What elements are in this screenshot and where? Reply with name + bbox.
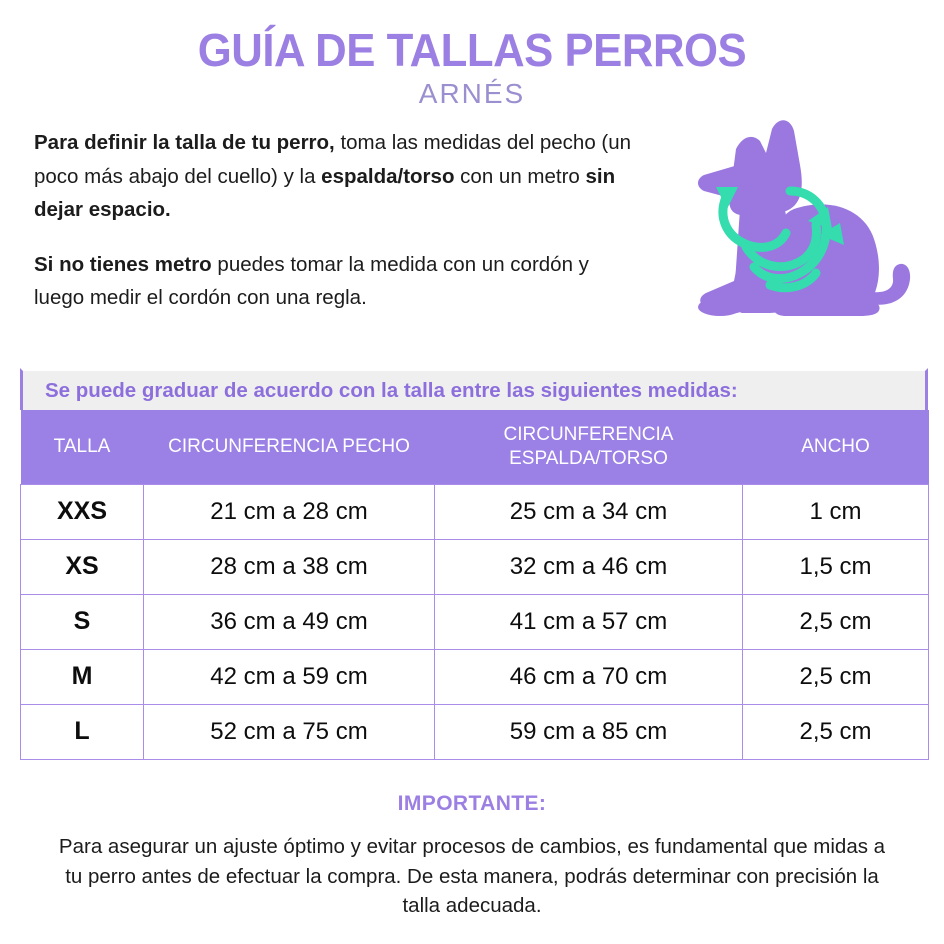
intro-p1-bold-2: espalda/torso <box>321 164 455 188</box>
table-row: L 52 cm a 75 cm 59 cm a 85 cm 2,5 cm <box>20 703 929 760</box>
torso-measure-arc-lower <box>765 268 821 293</box>
page-subtitle: ARNÉS <box>418 78 526 110</box>
cell-espalda: 32 cm a 46 cm <box>434 538 743 595</box>
size-table-section: Se puede graduar de acuerdo con la talla… <box>20 368 929 760</box>
intro-p1-bold-3: sin dejar espacio. <box>34 164 616 221</box>
cell-talla: S <box>20 593 144 650</box>
cell-pecho: 52 cm a 75 cm <box>143 703 435 760</box>
cell-pecho: 42 cm a 59 cm <box>143 648 435 705</box>
table-row: XS 28 cm a 38 cm 32 cm a 46 cm 1,5 cm <box>20 538 929 595</box>
intro-p2-text-1: puedes tomar la medida con un cordón y l… <box>34 252 589 310</box>
cell-espalda: 41 cm a 57 cm <box>434 593 743 650</box>
cell-espalda: 25 cm a 34 cm <box>434 483 743 540</box>
cell-ancho: 1 cm <box>742 483 929 540</box>
column-header-talla: TALLA <box>20 410 144 484</box>
intro-p1-bold-1: Para definir la talla de tu perro, <box>34 131 335 155</box>
table-body: XXS 21 cm a 28 cm 25 cm a 34 cm 1 cm XS … <box>20 483 929 760</box>
column-header-ancho: ANCHO <box>742 410 929 484</box>
intro-instructions: Para definir la talla de tu perro, toma … <box>34 126 634 336</box>
table-header-row: TALLA CIRCUNFERENCIA PECHO CIRCUNFERENCI… <box>20 410 929 484</box>
chest-measure-arc <box>741 220 821 272</box>
measure-arrowheads <box>716 187 844 246</box>
cell-talla: XS <box>20 538 144 595</box>
cell-ancho: 2,5 cm <box>742 648 929 705</box>
cell-ancho: 1,5 cm <box>742 538 929 595</box>
cell-ancho: 2,5 cm <box>742 703 929 760</box>
table-row: S 36 cm a 49 cm 41 cm a 57 cm 2,5 cm <box>20 593 929 650</box>
table-row: XXS 21 cm a 28 cm 25 cm a 34 cm 1 cm <box>20 483 929 540</box>
intro-paragraph-1: Para definir la talla de tu perro, toma … <box>34 126 634 226</box>
cell-talla: XXS <box>20 483 144 540</box>
footer-title: IMPORTANTE: <box>397 792 547 815</box>
column-header-circunferencia-espalda-torso: CIRCUNFERENCIA ESPALDA/TORSO <box>434 410 743 484</box>
intro-p2-bold-1: Si no tienes metro <box>34 252 212 276</box>
page-header: GUÍA DE TALLAS PERROS ARNÉS <box>0 0 944 108</box>
cell-pecho: 21 cm a 28 cm <box>143 483 435 540</box>
intro-section: Para definir la talla de tu perro, toma … <box>0 108 944 328</box>
cell-talla: M <box>20 648 144 705</box>
intro-paragraph-2: Si no tienes metro puedes tomar la medid… <box>34 248 634 314</box>
cell-ancho: 2,5 cm <box>742 593 929 650</box>
size-table: TALLA CIRCUNFERENCIA PECHO CIRCUNFERENCI… <box>20 410 929 760</box>
table-banner-text: Se puede graduar de acuerdo con la talla… <box>45 378 738 402</box>
cell-espalda: 46 cm a 70 cm <box>434 648 743 705</box>
footer-section: IMPORTANTE: Para asegurar un ajuste ópti… <box>0 792 944 921</box>
intro-p1-text-1: toma las medidas del pecho (un poco más … <box>34 131 632 188</box>
cell-pecho: 36 cm a 49 cm <box>143 593 435 650</box>
table-banner: Se puede graduar de acuerdo con la talla… <box>20 368 928 410</box>
table-row: M 42 cm a 59 cm 46 cm a 70 cm 2,5 cm <box>20 648 929 705</box>
page-title: GUÍA DE TALLAS PERROS <box>197 24 747 76</box>
column-header-circunferencia-pecho: CIRCUNFERENCIA PECHO <box>143 410 435 484</box>
torso-measure-arc <box>749 186 831 284</box>
intro-p1-text-2: con un metro <box>454 164 586 188</box>
cell-pecho: 28 cm a 38 cm <box>143 538 435 595</box>
cell-talla: L <box>20 703 144 760</box>
footer-body-text: Para asegurar un ajuste óptimo y evitar … <box>58 835 886 918</box>
cell-espalda: 59 cm a 85 cm <box>434 703 743 760</box>
sitting-dog-silhouette-icon <box>698 120 911 317</box>
